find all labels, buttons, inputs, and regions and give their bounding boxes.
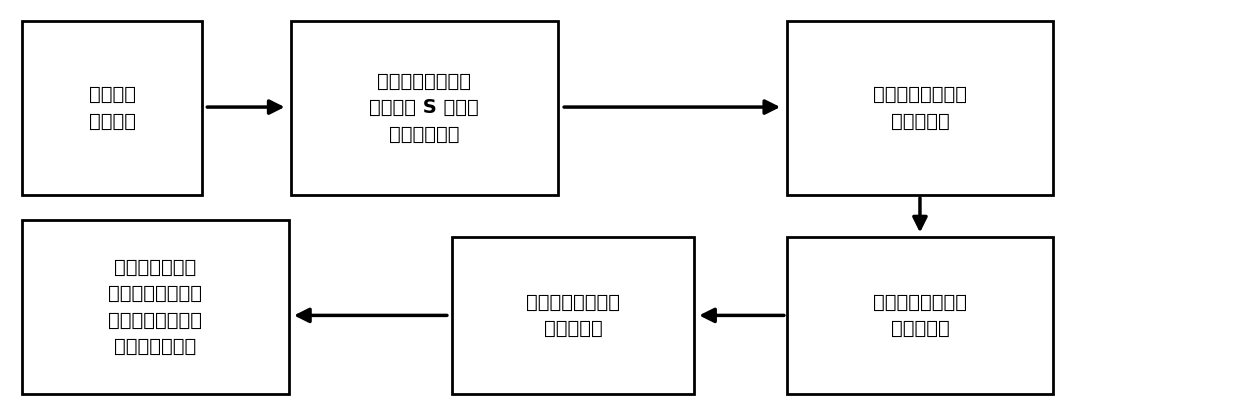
Text: 柔性作物自身的物
性数据采集: 柔性作物自身的物 性数据采集 bbox=[873, 85, 966, 131]
FancyBboxPatch shape bbox=[22, 220, 289, 394]
FancyBboxPatch shape bbox=[452, 237, 694, 394]
Text: 计算柔性作物的物
性测试结果: 计算柔性作物的物 性测试结果 bbox=[527, 293, 620, 338]
Text: 气流作业区域中选
定面积为 S 的地块
作为测试区域: 气流作业区域中选 定面积为 S 的地块 作为测试区域 bbox=[369, 72, 479, 144]
FancyBboxPatch shape bbox=[787, 237, 1053, 394]
Text: 确定柔性
作物种类: 确定柔性 作物种类 bbox=[89, 85, 135, 131]
FancyBboxPatch shape bbox=[787, 21, 1053, 195]
Text: 重复前述步骤多
次，取各次结果的
平均值作为最终作
物物性测试结果: 重复前述步骤多 次，取各次结果的 平均值作为最终作 物物性测试结果 bbox=[109, 258, 202, 356]
FancyBboxPatch shape bbox=[291, 21, 558, 195]
FancyBboxPatch shape bbox=[22, 21, 202, 195]
Text: 柔性作物自身的物
性数据处理: 柔性作物自身的物 性数据处理 bbox=[873, 293, 966, 338]
